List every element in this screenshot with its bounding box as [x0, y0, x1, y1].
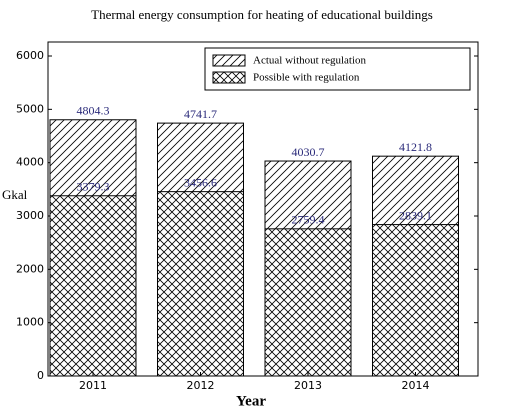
value-label: 3456.6	[184, 175, 217, 189]
x-axis-label: Year	[236, 393, 266, 409]
y-tick-label: 6000	[16, 49, 44, 62]
bar	[49, 195, 137, 377]
value-label: 2839.1	[399, 208, 432, 222]
x-tick-label: 2012	[187, 379, 215, 392]
y-axis-label: Gkal	[2, 187, 28, 202]
legend-label: Possible with regulation	[253, 72, 360, 84]
legend-swatch	[212, 71, 246, 84]
legend-box	[204, 47, 471, 91]
value-label: 2759.4	[292, 213, 325, 227]
plot-frame	[47, 41, 479, 377]
value-label: 4804.3	[77, 104, 110, 118]
y-tick-label: 3000	[16, 209, 44, 222]
value-label: 4030.7	[292, 145, 325, 159]
y-tick-label: 4000	[16, 156, 44, 169]
value-label: 4741.7	[184, 107, 217, 121]
x-tick-label: 2011	[79, 379, 107, 392]
x-tick-label: 2013	[294, 379, 322, 392]
y-tick-label: 1000	[16, 316, 44, 329]
value-label: 4121.8	[399, 140, 432, 154]
x-tick-label: 2014	[402, 379, 430, 392]
value-label: 3379.3	[77, 180, 110, 194]
bar	[372, 224, 459, 377]
y-tick-label: 2000	[16, 262, 44, 275]
bar	[157, 191, 244, 377]
bar	[264, 228, 352, 377]
chart-title: Thermal energy consumption for heating o…	[91, 7, 433, 22]
legend-swatch	[212, 54, 246, 67]
y-tick-label: 0	[37, 369, 44, 382]
legend-label: Actual without regulation	[253, 55, 367, 67]
y-tick-label: 5000	[16, 102, 44, 115]
